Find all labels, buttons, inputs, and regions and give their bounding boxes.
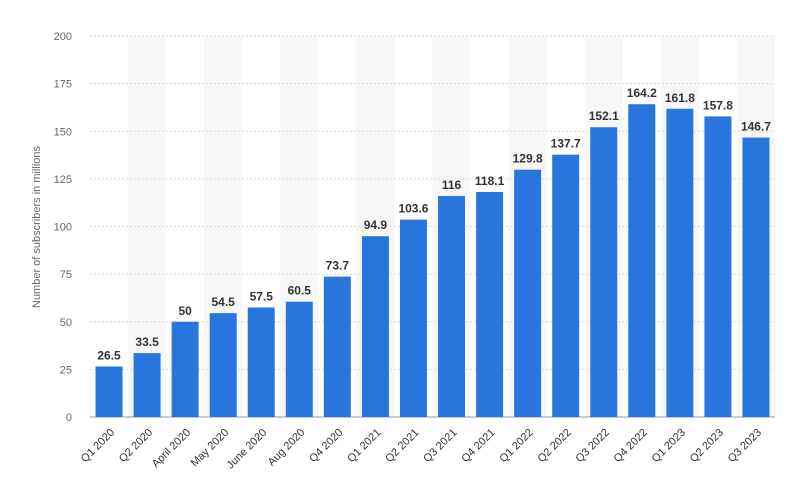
x-tick-label: Q3 2022 bbox=[574, 427, 612, 465]
data-label: 118.1 bbox=[475, 174, 505, 188]
y-tick-label: 25 bbox=[60, 364, 72, 376]
y-tick-label: 100 bbox=[54, 222, 72, 234]
data-label: 60.5 bbox=[288, 284, 312, 298]
bar bbox=[704, 116, 732, 418]
x-tick-label: April 2020 bbox=[150, 427, 194, 471]
bar bbox=[628, 104, 656, 417]
data-label: 33.5 bbox=[135, 335, 159, 349]
x-tick-label: Aug 2020 bbox=[266, 427, 308, 469]
data-label: 137.7 bbox=[551, 137, 581, 151]
x-tick-label: Q2 2020 bbox=[117, 427, 155, 465]
x-tick-label: Q2 2022 bbox=[535, 427, 573, 465]
x-tick-label: Q4 2020 bbox=[307, 427, 345, 465]
bar bbox=[133, 353, 161, 417]
data-label: 152.1 bbox=[589, 109, 619, 123]
bar bbox=[361, 236, 389, 417]
y-axis-ticks: 0 25 50 75 100 125 150 175 200 bbox=[54, 31, 72, 424]
x-tick-label: Q3 2023 bbox=[726, 427, 764, 465]
x-tick-label: Q2 2021 bbox=[383, 427, 421, 465]
y-tick-label: 50 bbox=[60, 317, 72, 329]
x-tick-label: Q4 2022 bbox=[612, 427, 650, 465]
x-tick-label: June 2020 bbox=[225, 427, 270, 472]
x-tick-label: Q1 2020 bbox=[79, 427, 117, 465]
bar bbox=[514, 169, 542, 417]
data-label: 116 bbox=[442, 178, 462, 192]
bar bbox=[285, 301, 313, 417]
y-axis-label: Number of subscribers in millions bbox=[31, 146, 43, 308]
gridlines bbox=[90, 35, 775, 418]
data-label: 57.5 bbox=[250, 289, 274, 303]
bar bbox=[399, 219, 427, 417]
bar bbox=[476, 192, 504, 417]
data-label: 146.7 bbox=[741, 120, 771, 134]
y-tick-label: 125 bbox=[54, 174, 72, 186]
data-label: 94.9 bbox=[364, 218, 388, 232]
data-label: 73.7 bbox=[326, 259, 350, 273]
bar bbox=[171, 321, 199, 417]
data-label: 161.8 bbox=[665, 91, 695, 105]
y-tick-label: 175 bbox=[54, 79, 72, 91]
bar bbox=[95, 366, 123, 417]
bar bbox=[552, 154, 580, 417]
data-label: 164.2 bbox=[627, 86, 657, 100]
y-tick-label: 150 bbox=[54, 126, 72, 138]
y-tick-label: 200 bbox=[54, 31, 72, 43]
x-tick-label: Q3 2021 bbox=[421, 427, 459, 465]
bar bbox=[438, 196, 466, 417]
data-labels: 26.5 33.5 50 54.5 57.5 60.5 73.7 94.9 103.6 116 11… bbox=[97, 86, 771, 362]
data-label: 54.5 bbox=[212, 295, 236, 309]
y-tick-label: 0 bbox=[66, 412, 72, 424]
data-label: 50 bbox=[178, 304, 192, 318]
x-tick-label: Q1 2023 bbox=[650, 427, 688, 465]
bar bbox=[742, 137, 770, 417]
data-label: 103.6 bbox=[398, 202, 428, 216]
x-tick-label: Q2 2023 bbox=[688, 427, 726, 465]
bar bbox=[666, 108, 694, 417]
bar bbox=[590, 127, 618, 417]
y-tick-label: 75 bbox=[60, 269, 72, 281]
bars bbox=[95, 104, 770, 418]
data-label: 157.8 bbox=[703, 98, 733, 112]
x-tick-label: Q4 2021 bbox=[459, 427, 497, 465]
data-label: 129.8 bbox=[513, 152, 543, 166]
bar bbox=[209, 313, 237, 417]
data-label: 26.5 bbox=[97, 349, 121, 363]
x-tick-label: Q1 2022 bbox=[497, 427, 535, 465]
bar bbox=[323, 276, 351, 417]
x-tick-label: Q1 2021 bbox=[345, 427, 383, 465]
bar bbox=[247, 307, 275, 417]
